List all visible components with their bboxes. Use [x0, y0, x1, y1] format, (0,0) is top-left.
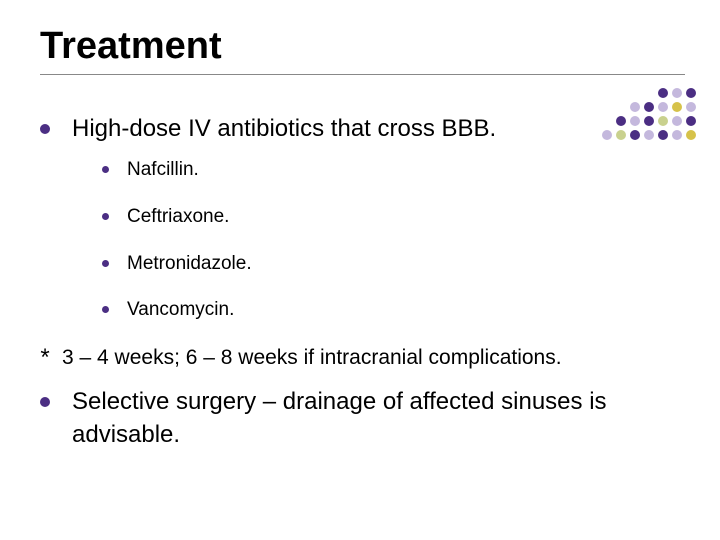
decorative-dots: [602, 88, 700, 144]
bullet-icon: [102, 260, 109, 267]
bullet-icon: [40, 124, 50, 134]
bullet-icon: [102, 213, 109, 220]
title-divider: [40, 74, 685, 75]
list-item-text: Vancomycin.: [127, 297, 234, 323]
slide-title: Treatment: [40, 25, 685, 68]
list-item: Ceftriaxone.: [102, 204, 685, 230]
bullet-icon: [102, 166, 109, 173]
note-item: * 3 – 4 weeks; 6 – 8 weeks if intracrani…: [40, 344, 685, 372]
list-item-text: Selective surgery – drainage of affected…: [72, 386, 685, 451]
asterisk-icon: *: [40, 346, 50, 370]
list-item-text: Nafcillin.: [127, 157, 199, 183]
list-item: Metronidazole.: [102, 251, 685, 277]
slide: Treatment High-dose IV antibiotics that …: [0, 0, 720, 540]
content-area: High-dose IV antibiotics that cross BBB.…: [40, 113, 685, 451]
sub-list: Nafcillin. Ceftriaxone. Metronidazole. V…: [102, 157, 685, 323]
list-item: Selective surgery – drainage of affected…: [40, 386, 685, 451]
note-text: 3 – 4 weeks; 6 – 8 weeks if intracranial…: [62, 344, 562, 372]
list-item: Nafcillin.: [102, 157, 685, 183]
list-item-text: High-dose IV antibiotics that cross BBB.: [72, 113, 496, 145]
list-item: High-dose IV antibiotics that cross BBB.: [40, 113, 685, 145]
bullet-icon: [102, 306, 109, 313]
list-item-text: Metronidazole.: [127, 251, 252, 277]
bullet-icon: [40, 397, 50, 407]
list-item-text: Ceftriaxone.: [127, 204, 229, 230]
list-item: Vancomycin.: [102, 297, 685, 323]
